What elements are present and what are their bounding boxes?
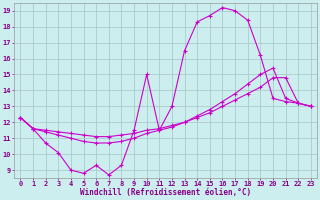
X-axis label: Windchill (Refroidissement éolien,°C): Windchill (Refroidissement éolien,°C) xyxy=(80,188,251,197)
